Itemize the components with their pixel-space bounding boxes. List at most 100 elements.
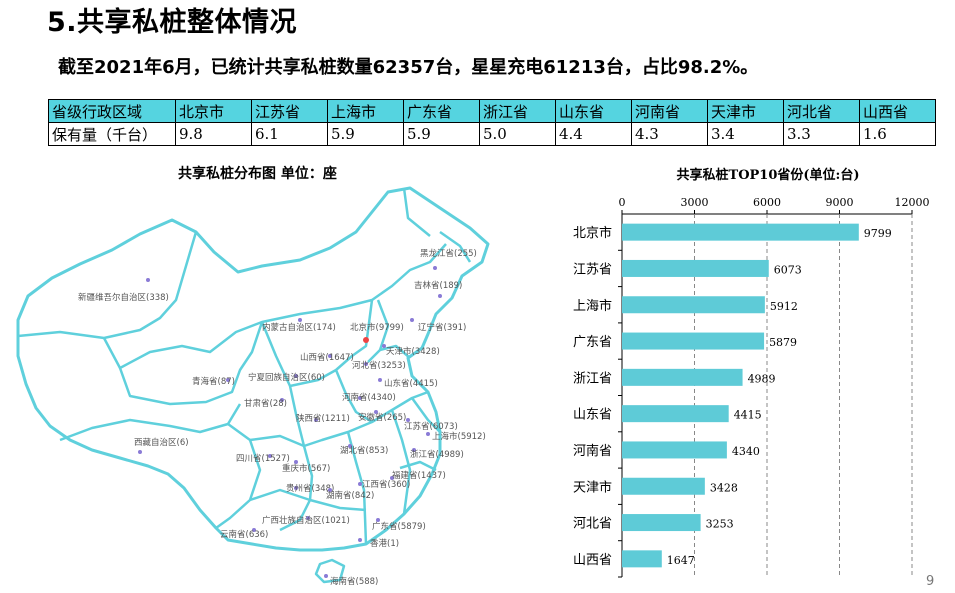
top10-bar-chart: 共享私桩TOP10省份(单位:台) 0 3000 6000 9000 12000 北京市… <box>573 167 930 578</box>
svg-text:山东省(4415): 山东省(4415) <box>384 378 438 389</box>
data-label: 4340 <box>732 445 760 458</box>
svg-text:陕西省(1211): 陕西省(1211) <box>296 413 350 424</box>
table-cell: 3.4 <box>707 122 784 146</box>
data-label: 5912 <box>770 300 798 313</box>
x-tick-label: 9000 <box>826 196 854 209</box>
category-label: 山西省 <box>573 553 612 568</box>
table-cell: 3.3 <box>783 122 860 146</box>
x-tick-label: 6000 <box>753 196 781 209</box>
map-label: 山东省(4415) <box>378 378 438 389</box>
page-number: 9 <box>926 574 935 589</box>
svg-text:江西省(360): 江西省(360) <box>362 479 410 490</box>
table-cell: 1.6 <box>859 122 936 146</box>
map-label: 西藏自治区(6) <box>134 437 189 454</box>
map-label: 福建省(1437) <box>390 470 446 481</box>
map-label: 湖南省(842) <box>326 488 374 501</box>
bar <box>622 296 765 314</box>
table-cell: 6.1 <box>251 122 328 146</box>
data-label: 3428 <box>710 481 738 494</box>
bar <box>622 332 765 350</box>
chart-x-ticks: 0 3000 6000 9000 12000 <box>619 196 930 209</box>
bar <box>622 441 727 459</box>
x-tick-label: 0 <box>619 196 626 209</box>
svg-text:浙江省(4989): 浙江省(4989) <box>410 449 464 460</box>
table-cell: 5.9 <box>403 122 480 146</box>
svg-text:云南省(636): 云南省(636) <box>220 529 268 540</box>
data-label: 1647 <box>667 554 695 567</box>
table-cell: 9.8 <box>175 122 252 146</box>
table-cell: 山东省 <box>555 99 632 123</box>
map-labels: 黑龙江省(255) 吉林省(189) 新疆维吾尔自治区(338) 内蒙古自治区(… <box>78 248 486 587</box>
table-header-row: 省级行政区域 北京市 江苏省 上海市 广东省 浙江省 山东省 河南省 天津市 河… <box>48 99 936 123</box>
table-cell: 河南省 <box>631 99 708 123</box>
map-label: 新疆维吾尔自治区(338) <box>78 278 169 303</box>
map-label: 北京市(9799) <box>350 322 404 343</box>
svg-text:天津市(3428): 天津市(3428) <box>386 346 440 357</box>
table-cell: 江苏省 <box>251 99 328 123</box>
table-cell: 河北省 <box>783 99 860 123</box>
map-label: 辽宁省(391) <box>410 318 466 333</box>
category-label: 上海市 <box>573 298 612 314</box>
map-label: 江西省(360) <box>358 479 410 490</box>
svg-text:山西省(1647): 山西省(1647) <box>300 352 354 363</box>
row-header-region: 省级行政区域 <box>48 99 176 123</box>
svg-text:辽宁省(391): 辽宁省(391) <box>418 322 466 333</box>
svg-text:湖北省(853): 湖北省(853) <box>340 445 388 456</box>
x-tick-label: 3000 <box>681 196 709 209</box>
svg-text:西藏自治区(6): 西藏自治区(6) <box>134 437 189 448</box>
map-label: 江苏省(6073) <box>404 418 458 432</box>
svg-text:吉林省(189): 吉林省(189) <box>414 280 462 291</box>
category-label: 广东省 <box>573 335 612 350</box>
svg-text:上海市(5912): 上海市(5912) <box>432 431 486 442</box>
province-table: 省级行政区域 北京市 江苏省 上海市 广东省 浙江省 山东省 河南省 天津市 河… <box>48 99 936 146</box>
table-row: 保有量（千台） 9.8 6.1 5.9 5.9 5.0 4.4 4.3 3.4 … <box>48 122 936 146</box>
chart-title: 共享私桩TOP10省份(单位:台) <box>677 167 860 183</box>
category-label: 河南省 <box>573 443 612 459</box>
map-label: 云南省(636) <box>220 528 268 540</box>
table-cell: 4.4 <box>555 122 632 146</box>
map-label: 陕西省(1211) <box>296 413 350 424</box>
x-tick-label: 12000 <box>895 196 930 209</box>
data-label: 9799 <box>864 227 892 240</box>
chart-bars <box>622 223 859 568</box>
bar <box>622 259 769 277</box>
svg-text:黑龙江省(255): 黑龙江省(255) <box>420 248 477 259</box>
map-label: 河南省(4340) <box>342 392 396 403</box>
page-title: 5.共享私桩整体情况 <box>47 7 298 38</box>
bar <box>622 477 705 495</box>
map-label: 香港(1) <box>358 538 399 549</box>
map-label: 甘肃省(28) <box>244 398 287 409</box>
map-label: 重庆市(567) <box>282 460 330 474</box>
map-label: 浙江省(4989) <box>410 448 464 460</box>
row-header-stock: 保有量（千台） <box>48 122 176 146</box>
bar <box>622 514 701 532</box>
table-cell: 5.9 <box>327 122 404 146</box>
svg-text:贵州省(348): 贵州省(348) <box>286 483 334 494</box>
data-label: 4415 <box>734 409 762 422</box>
svg-text:河南省(4340): 河南省(4340) <box>342 392 396 403</box>
svg-text:四川省(1527): 四川省(1527) <box>236 453 290 464</box>
map-label: 广西壮族自治区(1021) <box>262 515 350 526</box>
category-label: 天津市 <box>573 479 612 495</box>
category-label: 浙江省 <box>573 371 612 386</box>
svg-text:湖南省(842): 湖南省(842) <box>326 490 374 501</box>
svg-text:青海省(87): 青海省(87) <box>192 376 235 387</box>
table-cell: 上海市 <box>327 99 404 123</box>
category-label: 山东省 <box>573 408 612 423</box>
category-label: 北京市 <box>573 225 612 241</box>
bar <box>622 550 662 568</box>
data-label: 4989 <box>748 372 776 385</box>
svg-text:宁夏回族自治区(60): 宁夏回族自治区(60) <box>248 372 325 383</box>
map-label: 安徽省(265) <box>358 410 406 423</box>
svg-text:新疆维吾尔自治区(338): 新疆维吾尔自治区(338) <box>78 292 169 303</box>
svg-text:香港(1): 香港(1) <box>370 538 399 549</box>
map-label: 四川省(1527) <box>236 453 290 464</box>
map-label: 天津市(3428) <box>382 344 440 357</box>
svg-text:北京市(9799): 北京市(9799) <box>350 322 404 333</box>
bar <box>622 368 743 386</box>
table-cell: 5.0 <box>479 122 556 146</box>
map-label: 黑龙江省(255) <box>420 248 477 270</box>
svg-text:福建省(1437): 福建省(1437) <box>392 470 446 481</box>
data-label: 5879 <box>769 336 797 349</box>
map-label: 青海省(87) <box>192 376 235 387</box>
